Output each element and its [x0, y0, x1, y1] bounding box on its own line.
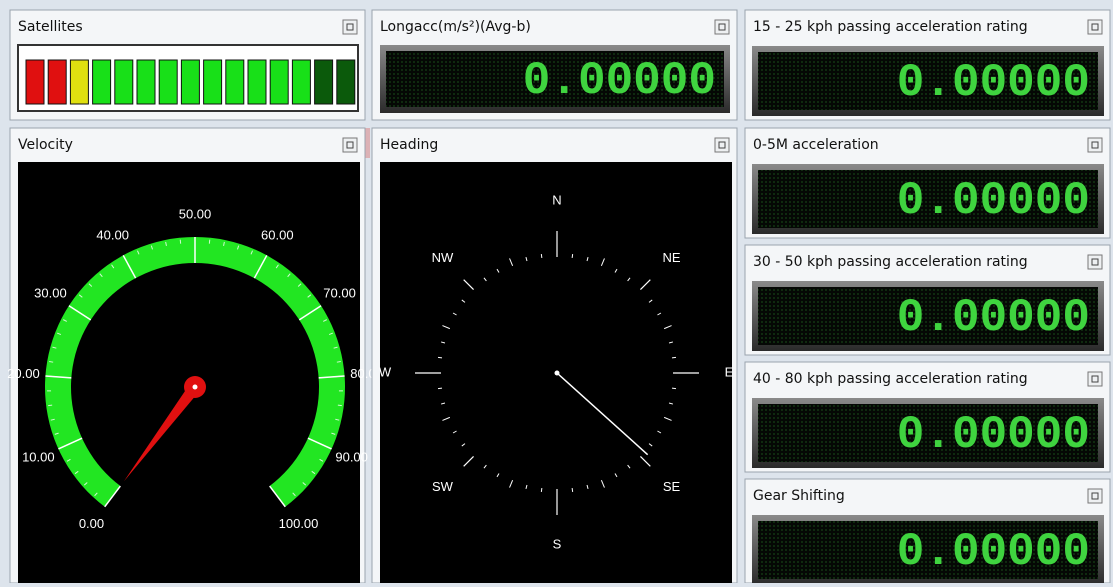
- panel-title: Longacc(m/s²)(Avg-b): [380, 19, 531, 35]
- panel-title: Gear Shifting: [753, 488, 845, 504]
- gauge-tick-label: 100.00: [279, 516, 319, 531]
- compass-minor-tick: [672, 357, 676, 358]
- panel-title: 30 - 50 kph passing acceleration rating: [753, 254, 1028, 270]
- signal-segment: [26, 60, 44, 104]
- close-button[interactable]: [1088, 372, 1102, 386]
- compass-label: S: [553, 536, 562, 551]
- gauge-minor-tick: [48, 405, 52, 406]
- close-button[interactable]: [1088, 138, 1102, 152]
- panel-title: 40 - 80 kph passing acceleration rating: [753, 371, 1028, 387]
- gauge-tick-label: 50.00: [179, 206, 212, 221]
- compass-label: E: [725, 364, 734, 379]
- compass-minor-tick: [672, 388, 676, 389]
- signal-segment: [315, 60, 333, 104]
- panel-title: 0-5M acceleration: [753, 137, 879, 153]
- signal-segment: [337, 60, 355, 104]
- gauge-tick-label: 70.00: [323, 285, 356, 300]
- compass-minor-tick: [541, 254, 542, 258]
- signal-segment: [70, 60, 88, 104]
- compass-minor-tick: [438, 357, 442, 358]
- close-button[interactable]: [1088, 255, 1102, 269]
- panel-title: 15 - 25 kph passing acceleration rating: [753, 19, 1028, 35]
- gauge-tick-label: 40.00: [96, 227, 129, 242]
- close-button[interactable]: [1088, 20, 1102, 34]
- gauge-hub-dot: [193, 385, 198, 390]
- compass-label: NW: [432, 250, 454, 265]
- signal-segment: [115, 60, 133, 104]
- compass-minor-tick: [541, 488, 542, 492]
- gauge-minor-tick: [49, 362, 53, 363]
- gauge-tick-label: 90.00: [335, 449, 368, 464]
- close-button[interactable]: [715, 138, 729, 152]
- close-button[interactable]: [715, 20, 729, 34]
- signal-segment: [226, 60, 244, 104]
- compass-label: SE: [663, 479, 681, 494]
- lcd-value: 0.00000: [897, 292, 1090, 344]
- gauge-tick-label: 30.00: [34, 285, 67, 300]
- signal-segment: [204, 60, 222, 104]
- gauge-minor-tick: [338, 405, 342, 406]
- signal-segment: [159, 60, 177, 104]
- compass-label: W: [379, 364, 392, 379]
- close-button[interactable]: [343, 20, 357, 34]
- close-button[interactable]: [1088, 489, 1102, 503]
- gauge-tick-label: 0.00: [79, 516, 104, 531]
- gauge-tick-label: 60.00: [261, 227, 294, 242]
- compass-minor-tick: [438, 388, 442, 389]
- compass-label: NE: [663, 250, 681, 265]
- signal-segment: [248, 60, 266, 104]
- panel-title: Velocity: [18, 137, 73, 153]
- signal-segment: [48, 60, 66, 104]
- compass-label: SW: [432, 479, 454, 494]
- signal-segment: [93, 60, 111, 104]
- panel-title: Satellites: [18, 19, 83, 35]
- lcd-value: 0.00000: [897, 175, 1090, 227]
- gauge-minor-tick: [337, 362, 341, 363]
- panel-title: Heading: [380, 137, 438, 153]
- lcd-value: 0.00000: [523, 55, 716, 107]
- signal-segment: [292, 60, 310, 104]
- lcd-value: 0.00000: [897, 526, 1090, 578]
- compass-label: N: [552, 192, 561, 207]
- close-button[interactable]: [343, 138, 357, 152]
- signal-segment: [137, 60, 155, 104]
- signal-segment: [270, 60, 288, 104]
- compass-minor-tick: [572, 488, 573, 492]
- signal-segment: [181, 60, 199, 104]
- compass-minor-tick: [572, 254, 573, 258]
- gauge-tick-label: 10.00: [22, 449, 55, 464]
- lcd-value: 0.00000: [897, 57, 1090, 109]
- gauge-tick-label: 20.00: [7, 366, 40, 381]
- compass-hub: [555, 371, 560, 376]
- lcd-value: 0.00000: [897, 409, 1090, 461]
